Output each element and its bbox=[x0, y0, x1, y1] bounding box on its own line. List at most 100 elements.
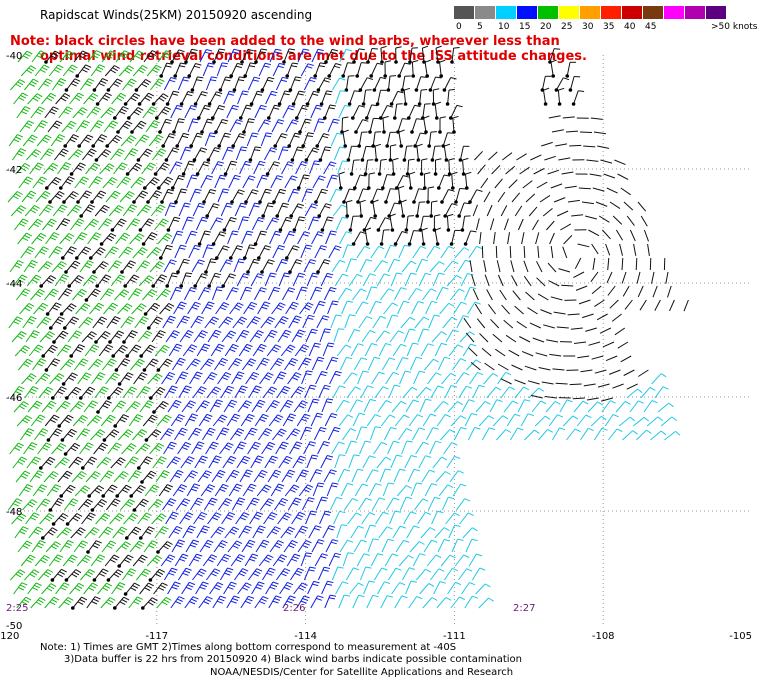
wind-barb bbox=[434, 104, 438, 119]
wind-barb bbox=[227, 358, 237, 371]
wind-barb bbox=[225, 470, 235, 483]
wind-barb-flag bbox=[319, 247, 326, 251]
wind-barb-flag bbox=[308, 443, 315, 447]
wind-barb-flag bbox=[248, 118, 255, 121]
wind-barb bbox=[279, 90, 286, 105]
contamination-dot bbox=[170, 60, 174, 64]
wind-barb-flag bbox=[156, 153, 163, 157]
wind-barb bbox=[624, 299, 633, 310]
wind-barb bbox=[382, 117, 385, 133]
wind-barb-flag bbox=[339, 146, 346, 149]
wind-barb bbox=[185, 48, 193, 63]
wind-barb-flag bbox=[259, 600, 266, 605]
wind-barb bbox=[541, 76, 546, 91]
wind-barb-flag bbox=[206, 413, 213, 417]
wind-barb-flag bbox=[217, 346, 223, 350]
wind-barb bbox=[66, 569, 77, 581]
wind-barb-flag bbox=[156, 373, 163, 378]
wind-barb-flag bbox=[77, 111, 84, 116]
wind-barb-flag bbox=[19, 458, 26, 463]
wind-barb bbox=[407, 288, 417, 301]
wind-barb-flag bbox=[187, 584, 194, 588]
contamination-dot bbox=[249, 102, 254, 106]
wind-barb bbox=[310, 595, 319, 609]
wind-barb-flag bbox=[434, 245, 441, 249]
wind-barb bbox=[15, 288, 26, 301]
wind-barb-flag bbox=[40, 50, 47, 54]
wind-barb-flag bbox=[20, 94, 27, 99]
wind-barb-flag bbox=[45, 442, 52, 446]
wind-barb-flag bbox=[441, 456, 448, 461]
wind-barb-flag bbox=[268, 76, 275, 80]
wind-barb-flag bbox=[210, 132, 217, 135]
contamination-dot bbox=[358, 88, 363, 92]
wind-barb-flag bbox=[95, 232, 102, 236]
wind-barb bbox=[469, 372, 478, 385]
wind-barb-flag bbox=[246, 343, 253, 348]
wind-barb-flag bbox=[176, 161, 183, 165]
wind-barb bbox=[607, 285, 616, 296]
wind-barb bbox=[527, 307, 538, 315]
wind-barb bbox=[576, 414, 587, 427]
wind-barb bbox=[177, 259, 185, 273]
wind-barb bbox=[448, 159, 451, 175]
wind-barb bbox=[471, 274, 476, 287]
wind-barb-flag bbox=[138, 195, 145, 199]
wind-barb bbox=[372, 132, 376, 147]
wind-barb-flag bbox=[358, 594, 365, 598]
wind-barb bbox=[402, 386, 413, 399]
wind-barb bbox=[136, 79, 146, 91]
wind-barb-flag bbox=[134, 401, 141, 405]
wind-barb-flag bbox=[138, 559, 144, 564]
wind-barb bbox=[538, 429, 548, 441]
wind-barb bbox=[472, 288, 479, 301]
wind-barb-flag bbox=[169, 371, 176, 376]
wind-barb-flag bbox=[259, 399, 266, 403]
wind-barb-flag bbox=[161, 220, 167, 225]
wind-barb-flag bbox=[269, 275, 276, 278]
wind-barb-flag bbox=[260, 230, 267, 233]
wind-barb-flag bbox=[66, 235, 73, 240]
wind-barb-flag bbox=[117, 386, 124, 391]
wind-barb bbox=[97, 582, 107, 595]
wind-barb-flag bbox=[305, 118, 312, 121]
wind-barb bbox=[443, 146, 447, 161]
wind-barb bbox=[365, 469, 374, 483]
wind-barb-flag bbox=[247, 306, 254, 310]
wind-barb-flag bbox=[229, 163, 236, 166]
wind-barb-flag bbox=[260, 362, 267, 366]
wind-barb bbox=[335, 90, 341, 105]
wind-barb-flag bbox=[221, 304, 228, 308]
wind-barb-flag bbox=[323, 331, 330, 333]
wind-barb-flag bbox=[223, 374, 230, 378]
wind-barb-flag bbox=[147, 293, 154, 298]
wind-barb-flag bbox=[99, 265, 105, 270]
wind-barb bbox=[269, 540, 279, 553]
wind-barb-flag bbox=[154, 447, 161, 452]
wind-barb-flag bbox=[262, 596, 269, 600]
wind-barb bbox=[120, 135, 131, 147]
wind-barb bbox=[264, 272, 272, 287]
wind-barb-flag bbox=[435, 158, 442, 161]
wind-barb bbox=[144, 358, 154, 371]
wind-barb bbox=[324, 413, 332, 427]
wind-barb-flag bbox=[216, 91, 223, 95]
wind-barb bbox=[514, 379, 526, 385]
wind-barb-flag bbox=[315, 415, 322, 418]
wind-barb-flag bbox=[58, 335, 65, 340]
wind-barb bbox=[429, 261, 440, 273]
wind-barb-flag bbox=[111, 431, 118, 436]
wind-barb bbox=[62, 428, 72, 441]
wind-barb-flag bbox=[101, 279, 108, 283]
wind-barb-flag bbox=[289, 287, 296, 290]
wind-barb-flag bbox=[135, 344, 142, 348]
wind-barb-flag bbox=[30, 209, 36, 214]
wind-barb-flag bbox=[105, 111, 112, 116]
wind-barb-flag bbox=[170, 441, 177, 445]
wind-barb-flag bbox=[82, 305, 89, 310]
wind-barb-flag bbox=[107, 417, 114, 421]
wind-barb-flag bbox=[304, 247, 311, 250]
wind-barb-flag bbox=[29, 554, 36, 559]
wind-barb bbox=[465, 332, 475, 343]
wind-barb-flag bbox=[651, 400, 658, 404]
